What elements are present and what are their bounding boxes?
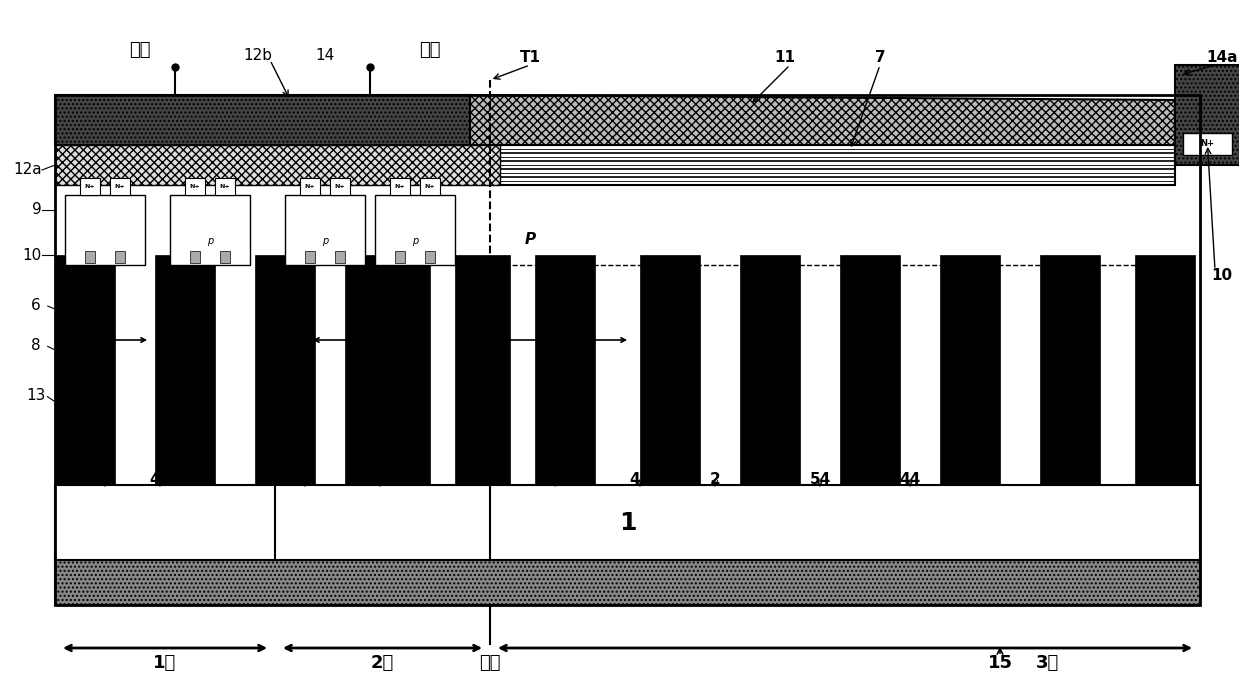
Bar [375,255,430,485]
Text: N+: N+ [335,184,346,189]
Bar [216,178,235,195]
Bar [55,145,501,185]
Text: 3区: 3区 [1036,654,1059,672]
Bar [330,178,349,195]
Bar [85,251,95,263]
Bar [335,251,344,263]
Text: N+: N+ [395,184,405,189]
Text: 15: 15 [987,654,1012,672]
Text: 12b: 12b [244,48,273,62]
Text: N+: N+ [219,184,230,189]
Bar [1175,65,1239,165]
Text: $W_{N2}$: $W_{N2}$ [354,311,380,326]
Text: 53: 53 [544,472,566,487]
Text: 43: 43 [629,472,650,487]
Text: 漏极: 漏极 [479,654,501,672]
Bar [81,178,100,195]
Bar [55,255,115,485]
Text: P: P [524,232,535,248]
Text: 9: 9 [32,202,42,217]
Bar [55,485,1201,560]
Text: 1: 1 [618,511,637,534]
Bar [344,255,405,485]
Text: 14: 14 [316,48,335,62]
Text: 42: 42 [369,472,390,487]
Bar [64,195,145,265]
Text: 6: 6 [31,297,41,312]
Text: 10: 10 [1212,268,1233,282]
Text: 1区: 1区 [154,654,177,672]
Text: p: p [207,236,213,246]
Text: 2: 2 [710,472,720,487]
Bar [840,255,900,485]
Bar [190,251,199,263]
Text: $W_{N3}$: $W_{N3}$ [548,311,572,326]
Bar [55,95,470,145]
Bar [1135,255,1194,485]
Text: 2区: 2区 [370,654,394,672]
Bar [110,178,130,195]
Text: 8: 8 [31,337,41,352]
Text: p: p [322,236,328,246]
Text: 源极: 源极 [129,41,151,59]
Text: 11: 11 [774,50,795,65]
Bar [395,251,405,263]
Bar [940,255,1000,485]
Bar [185,178,204,195]
Bar [535,255,595,485]
Bar [455,255,510,485]
Text: T1: T1 [520,50,541,65]
Bar [300,178,320,195]
Bar [55,555,1201,605]
Bar [740,255,800,485]
Bar [420,178,440,195]
Bar [221,251,230,263]
Text: N+: N+ [1201,139,1214,149]
Text: 10: 10 [22,248,42,263]
Text: N+: N+ [190,184,201,189]
Text: 54: 54 [809,472,830,487]
Text: 51: 51 [94,472,115,487]
Text: 14a: 14a [1207,50,1238,65]
Text: 7: 7 [875,50,886,65]
Bar [1040,255,1100,485]
Bar [390,178,410,195]
Text: $W_{N1}$: $W_{N1}$ [92,311,118,326]
Text: N+: N+ [305,184,315,189]
Bar [375,195,455,265]
Text: 栅极: 栅极 [419,41,441,59]
Bar [170,195,250,265]
Bar [255,255,315,485]
Text: 41: 41 [150,472,171,487]
Bar [479,145,1175,185]
Bar [115,251,125,263]
Bar [1183,133,1232,155]
Polygon shape [430,95,1175,145]
Text: N+: N+ [115,184,125,189]
Bar [285,195,366,265]
Text: 12a: 12a [14,162,42,177]
Bar [155,255,216,485]
Bar [425,251,435,263]
Text: N+: N+ [84,184,95,189]
Text: 52: 52 [295,472,316,487]
Text: N+: N+ [425,184,435,189]
Text: p: p [411,236,418,246]
Bar [305,251,315,263]
Bar [55,95,1201,605]
Bar [641,255,700,485]
Text: 44: 44 [900,472,921,487]
Text: 13: 13 [26,388,46,403]
